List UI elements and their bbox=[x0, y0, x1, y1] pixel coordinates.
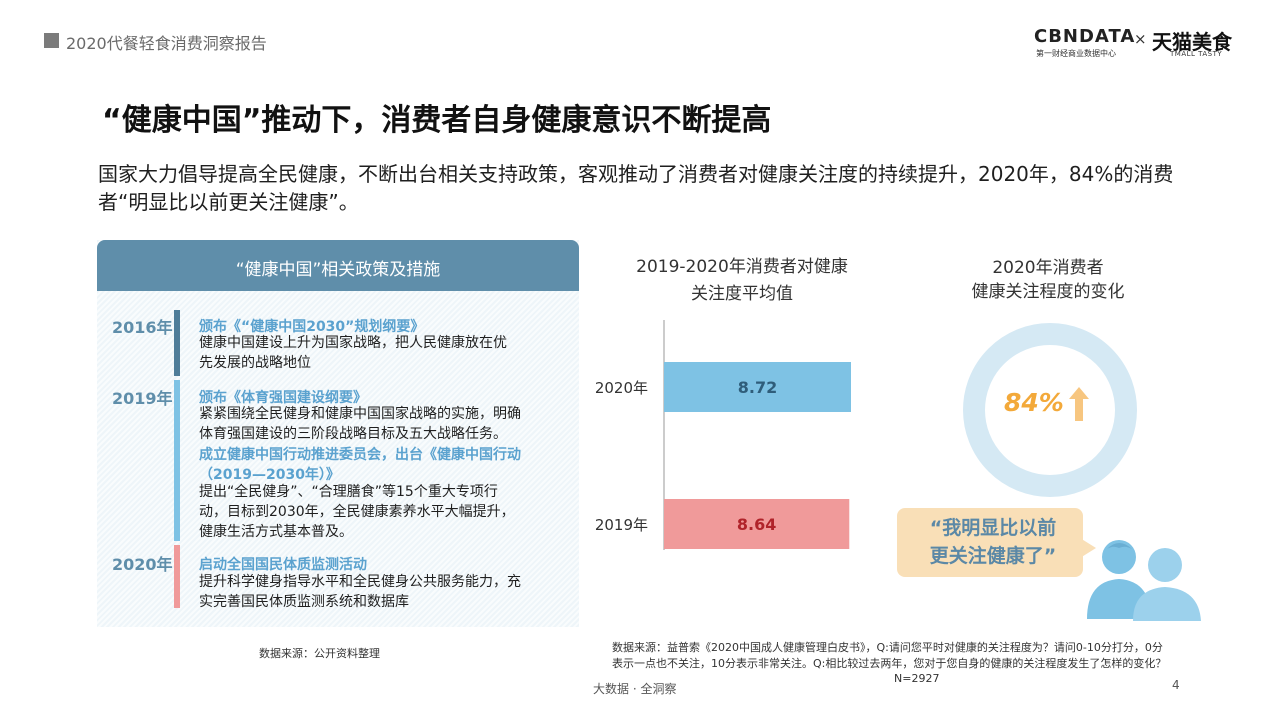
policy-title: 颁布《“健康中国2030”规划纲要》 bbox=[199, 319, 425, 335]
timeline-year-2020: 2020年 bbox=[112, 555, 173, 574]
quote-line: “我明显比以前 bbox=[929, 517, 1057, 539]
policy-line: 实完善国民体质监测系统和数据库 bbox=[199, 594, 409, 610]
source-line: 数据来源：益普索《2020中国成人健康管理白皮书》，Q:请问您平时对健康的关注程… bbox=[612, 641, 1163, 654]
policy-body: 健康中国建设上升为国家战略，把人民健康放在优 先发展的战略地位 bbox=[199, 333, 571, 373]
policy-line: 健康中国建设上升为国家战略，把人民健康放在优 bbox=[199, 335, 507, 351]
tmall-logo: 天猫美食 bbox=[1152, 30, 1232, 54]
policy-line: 先发展的战略地位 bbox=[199, 355, 311, 371]
donut-chart-title-line: 2020年消费者 bbox=[992, 258, 1104, 278]
quote-line: 更关注健康了” bbox=[929, 545, 1057, 567]
timeline-segment-2016 bbox=[174, 310, 180, 376]
bar-category-label: 2020年 bbox=[595, 379, 648, 397]
report-title: 2020代餐轻食消费洞察报告 bbox=[66, 34, 267, 53]
bar-chart-title-line: 2019-2020年消费者对健康 bbox=[636, 257, 848, 277]
bar-chart-title-line: 关注度平均值 bbox=[691, 284, 793, 304]
source-line: 表示一点也不关注，10分表示非常关注。Q:相比较过去两年，您对于您自身的健康的关… bbox=[612, 657, 1167, 670]
quote-bubble-tail bbox=[1080, 538, 1096, 558]
page-headline: “健康中国”推动下，消费者自身健康意识不断提高 bbox=[102, 103, 772, 138]
people-icon bbox=[1087, 540, 1201, 621]
cbndata-logo: CBNDATA bbox=[1034, 26, 1136, 47]
footer-slogan: 大数据 · 全洞察 bbox=[593, 682, 677, 696]
policy-line: 提升科学健身指导水平和全民健身公共服务能力，充 bbox=[199, 574, 521, 590]
sample-size: N=2927 bbox=[894, 672, 940, 685]
policy-title: （2019—2030年）》 bbox=[199, 467, 340, 483]
bar-category-label: 2019年 bbox=[595, 516, 648, 534]
donut-chart bbox=[963, 323, 1137, 497]
bar bbox=[664, 499, 850, 549]
bar bbox=[664, 362, 851, 412]
logo-separator: × bbox=[1134, 30, 1147, 48]
policy-panel-title: “健康中国”相关政策及措施 bbox=[235, 260, 441, 280]
donut-percent-label: 84% bbox=[1004, 388, 1064, 417]
policy-title: 成立健康中国行动推进委员会，出台《健康中国行动 bbox=[199, 447, 521, 463]
timeline-year-2019: 2019年 bbox=[112, 389, 173, 408]
page-number: 4 bbox=[1172, 678, 1180, 692]
cbndata-logo-subtitle: 第一财经商业数据中心 bbox=[1036, 49, 1116, 58]
policy-body: 紧紧围绕全民健身和健康中国国家战略的实施，明确 体育强国建设的三阶段战略目标及五… bbox=[199, 404, 571, 444]
timeline-segment-2019 bbox=[174, 380, 180, 541]
bar-chart: 2020年 8.72 2019年 8.64 bbox=[595, 320, 851, 550]
policy-title: 颁布《体育强国建设纲要》 bbox=[199, 390, 367, 406]
bar-value-label: 8.72 bbox=[738, 378, 777, 397]
policy-line: 提出“全民健身”、“合理膳食”等15个重大专项行 bbox=[199, 484, 498, 500]
quote-bubble bbox=[897, 508, 1083, 577]
timeline-year-2016: 2016年 bbox=[112, 318, 173, 337]
policy-line: 健康生活方式基本普及。 bbox=[199, 524, 353, 540]
bar-value-label: 8.64 bbox=[737, 515, 776, 534]
donut-ring bbox=[963, 323, 1137, 497]
bar-chart-title: 2019-2020年消费者对健康 关注度平均值 bbox=[610, 254, 874, 308]
policy-body: 提出“全民健身”、“合理膳食”等15个重大专项行 动，目标到2030年，全民健康… bbox=[199, 482, 571, 542]
policy-title: 启动全国国民体质监测活动 bbox=[199, 557, 367, 573]
chart-source-note: 数据来源：益普索《2020中国成人健康管理白皮书》，Q:请问您平时对健康的关注程… bbox=[612, 640, 1232, 672]
policy-source-note: 数据来源：公开资料整理 bbox=[259, 647, 380, 660]
policy-line: 动，目标到2030年，全民健康素养水平大幅提升， bbox=[199, 504, 515, 520]
up-arrow-icon bbox=[1069, 387, 1089, 421]
quote-text: “我明显比以前 更关注健康了” bbox=[905, 514, 1081, 570]
policy-line: 体育强国建设的三阶段战略目标及五大战略任务。 bbox=[199, 426, 507, 442]
header-square-icon bbox=[44, 33, 59, 48]
donut-chart-title: 2020年消费者 健康关注程度的变化 bbox=[950, 256, 1146, 304]
policy-line: 紧紧围绕全民健身和健康中国国家战略的实施，明确 bbox=[199, 406, 521, 422]
timeline-segment-2020 bbox=[174, 545, 180, 608]
policy-body: 提升科学健身指导水平和全民健身公共服务能力，充 实完善国民体质监测系统和数据库 bbox=[199, 572, 571, 612]
tmall-logo-subtitle: TMALL TASTY bbox=[1170, 50, 1223, 58]
donut-chart-title-line: 健康关注程度的变化 bbox=[971, 282, 1125, 302]
policy-panel-header bbox=[97, 240, 579, 291]
intro-paragraph: 国家大力倡导提高全民健康，不断出台相关支持政策，客观推动了消费者对健康关注度的持… bbox=[98, 162, 1174, 214]
